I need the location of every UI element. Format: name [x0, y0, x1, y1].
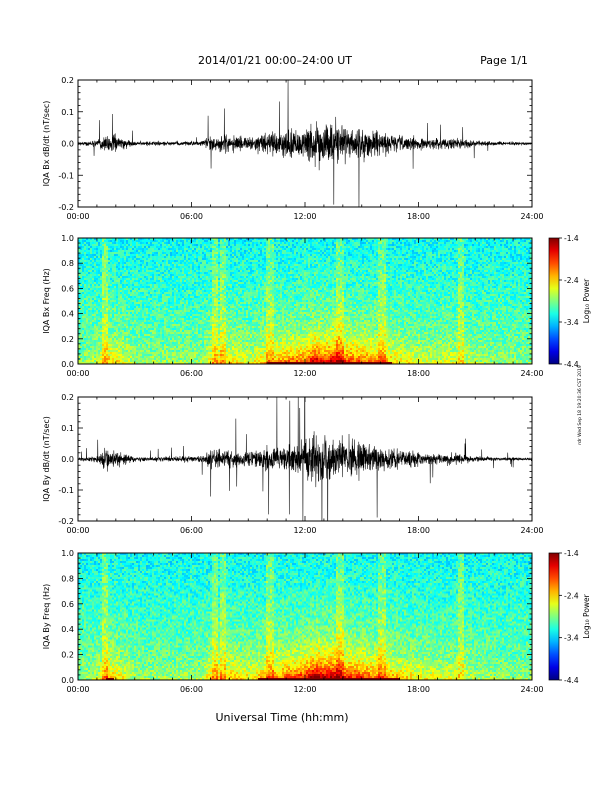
y-tick-label: -0.2: [58, 203, 74, 212]
colorbar-tick-label: -3.4: [564, 634, 579, 643]
x-tick-label: 24:00: [520, 212, 543, 221]
y-tick-label: 0.1: [61, 108, 74, 117]
colorbar-tick-label: -4.4: [564, 676, 579, 685]
colorbar: [548, 552, 560, 681]
y-tick-label: 0.0: [61, 360, 74, 369]
x-axis-title: Universal Time (hh:mm): [216, 711, 349, 724]
figure-title: 2014/01/21 00:00–24:00 UT: [198, 54, 352, 67]
colorbar-label: Log₁₀ Power: [582, 593, 591, 638]
x-tick-label: 12:00: [293, 212, 316, 221]
x-tick-label: 18:00: [407, 685, 430, 694]
x-tick-label: 06:00: [180, 369, 203, 378]
colorbar-tick-label: -1.4: [564, 549, 579, 558]
x-tick-label: 24:00: [520, 526, 543, 535]
y-axis-label: IQA By Freq (Hz): [42, 584, 51, 650]
side-timestamp: rdr Wed Sep 18 19:20:36 CST 2019: [577, 365, 583, 445]
y-tick-label: -0.2: [58, 517, 74, 526]
x-tick-label: 12:00: [293, 526, 316, 535]
y-tick-label: 0.2: [61, 335, 74, 344]
y-tick-label: 0.2: [61, 76, 74, 85]
y-tick-label: 0.0: [61, 455, 74, 464]
y-tick-label: 0.4: [61, 625, 74, 634]
page-indicator: Page 1/1: [480, 54, 528, 67]
panel-2: -1.4 -2.4 -3.4 -4.4 Log₁₀ Power 00:00 06:00 12:…: [42, 234, 591, 378]
x-tick-label: 24:00: [520, 685, 543, 694]
y-tick-label: 0.6: [61, 284, 74, 293]
colorbar-tick-label: -2.4: [564, 276, 579, 285]
y-tick-label: 1.0: [61, 234, 74, 243]
x-tick-label: 24:00: [520, 369, 543, 378]
y-tick-label: -0.1: [58, 171, 74, 180]
signal-trace: [78, 397, 532, 521]
panel-1: 00:00 06:00 12:00 18:00 24:00 0.2 0.1 0.0 -0.1 -0…: [42, 76, 544, 221]
x-tick-label: 00:00: [66, 526, 89, 535]
panels-group: 00:00 06:00 12:00 18:00 24:00 0.2 0.1 0.0 -0.1 -0…: [42, 76, 591, 694]
y-tick-label: -0.1: [58, 486, 74, 495]
y-tick-label: 0.0: [61, 140, 74, 149]
x-tick-label: 18:00: [407, 212, 430, 221]
y-tick-label: 0.8: [61, 574, 74, 583]
spectrogram-image: [78, 238, 532, 364]
x-tick-label: 00:00: [66, 369, 89, 378]
y-axis-label: IQA Bx dB/dt (nT/sec): [42, 101, 51, 187]
x-tick-label: 12:00: [293, 369, 316, 378]
colorbar-tick-label: -4.4: [564, 360, 579, 369]
y-tick-label: 0.1: [61, 424, 74, 433]
y-axis-label: IQA By dB/dt (nT/sec): [42, 416, 51, 502]
y-tick-label: 0.8: [61, 259, 74, 268]
x-tick-label: 00:00: [66, 685, 89, 694]
colorbar: [548, 237, 560, 365]
y-axis-label: IQA Bx Freq (Hz): [42, 268, 51, 334]
colorbar-tick-label: -1.4: [564, 234, 579, 243]
x-tick-label: 12:00: [293, 685, 316, 694]
x-tick-label: 18:00: [407, 526, 430, 535]
y-tick-label: 0.4: [61, 310, 74, 319]
y-tick-label: 0.6: [61, 600, 74, 609]
x-tick-label: 18:00: [407, 369, 430, 378]
y-tick-label: 0.2: [61, 651, 74, 660]
colorbar-tick-label: -3.4: [564, 318, 579, 327]
x-tick-label: 06:00: [180, 212, 203, 221]
panel-4: -1.4 -2.4 -3.4 -4.4 Log₁₀ Power 00:00 06:00 12:…: [42, 549, 591, 694]
y-tick-label: 0.2: [61, 393, 74, 402]
colorbar-label: Log₁₀ Power: [582, 278, 591, 323]
y-tick-label: 1.0: [61, 549, 74, 558]
y-tick-label: 0.0: [61, 676, 74, 685]
panel-3: 00:00 06:00 12:00 18:00 24:00 0.2 0.1 0.0 -0.1 -0…: [42, 393, 544, 535]
spectrogram-image: [78, 553, 532, 680]
x-tick-label: 06:00: [180, 526, 203, 535]
colorbar-tick-label: -2.4: [564, 591, 579, 600]
signal-trace: [78, 80, 532, 207]
x-tick-label: 06:00: [180, 685, 203, 694]
x-tick-label: 00:00: [66, 212, 89, 221]
